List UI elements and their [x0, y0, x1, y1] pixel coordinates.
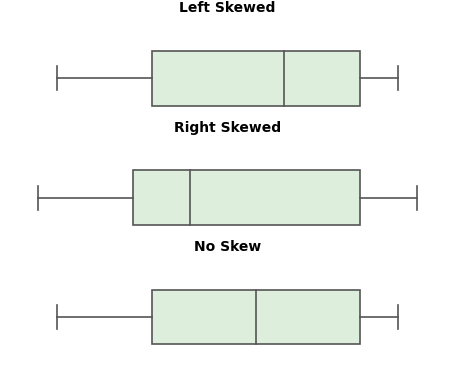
- Text: No Skew: No Skew: [194, 240, 261, 254]
- Bar: [152, 51, 360, 105]
- Text: Left Skewed: Left Skewed: [179, 1, 276, 15]
- Bar: [133, 170, 360, 225]
- Bar: [152, 290, 360, 344]
- Text: Right Skewed: Right Skewed: [174, 121, 281, 135]
